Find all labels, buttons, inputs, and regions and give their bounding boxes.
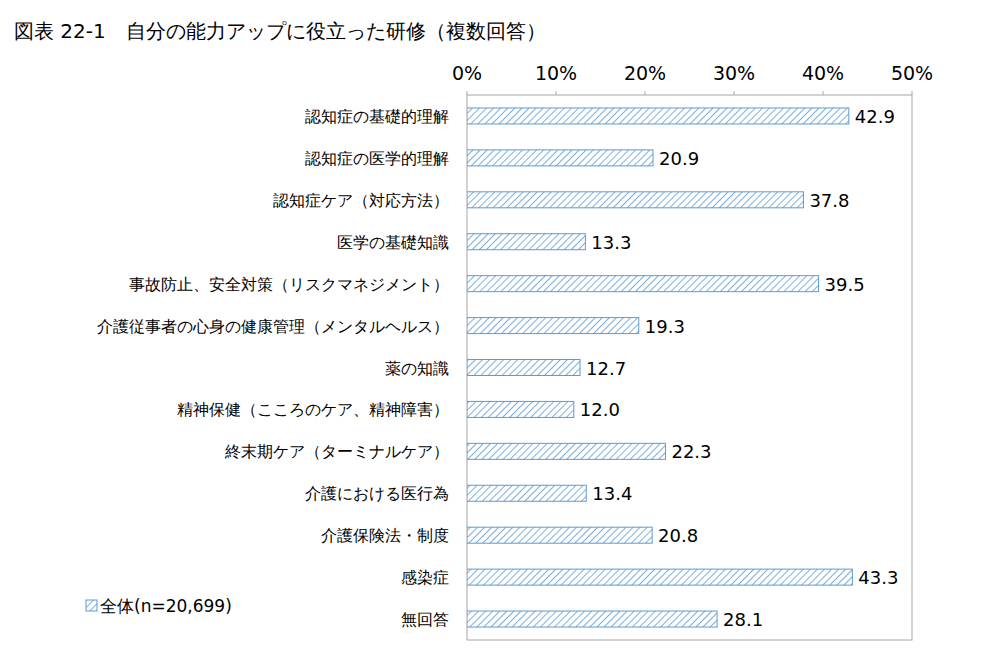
x-tick-label: 0%: [452, 62, 482, 84]
data-label: 28.1: [723, 609, 763, 630]
x-tick: [734, 91, 735, 95]
chart: 図表 22-1 自分の能力アップに役立った研修（複数回答） 0% 10% 20% 30%…: [0, 0, 1000, 664]
data-label: 13.3: [591, 232, 631, 253]
category-label: 介護従事者の心身の健康管理（メンタルヘルス）: [97, 317, 449, 336]
bars: [467, 108, 852, 627]
x-tick: [467, 91, 468, 95]
plot-frame: [467, 95, 912, 640]
category-label: 薬の知識: [385, 359, 449, 378]
data-label: 12.7: [586, 358, 626, 379]
bar: [467, 276, 819, 292]
x-tick-label: 20%: [624, 62, 666, 84]
data-label: 20.9: [659, 148, 699, 169]
x-tick-label: 40%: [802, 62, 844, 84]
x-tick-label: 30%: [713, 62, 755, 84]
category-label: 認知症ケア（対応方法）: [273, 191, 449, 210]
data-label: 20.8: [658, 525, 698, 546]
category-label: 介護保険法・制度: [321, 526, 449, 545]
data-label: 12.0: [580, 399, 620, 420]
category-label: 認知症の医学的理解: [305, 149, 449, 168]
bar: [467, 611, 717, 627]
category-label: 無回答: [401, 610, 449, 629]
category-label: 事故防止、安全対策（リスクマネジメント）: [129, 275, 449, 294]
data-label: 13.4: [592, 483, 632, 504]
bar: [467, 360, 580, 376]
data-label: 37.8: [809, 190, 849, 211]
bar: [467, 234, 585, 250]
category-label: 医学の基礎知識: [337, 233, 449, 252]
legend-label: 全体(n=20,699): [100, 596, 232, 616]
category-label: 認知症の基礎的理解: [305, 107, 449, 126]
category-label: 介護における医行為: [305, 484, 449, 503]
bar: [467, 318, 639, 334]
category-label: 精神保健（こころのケア、精神障害）: [177, 400, 449, 419]
data-label: 42.9: [855, 106, 895, 127]
bar: [467, 150, 653, 166]
category-label: 感染症: [401, 568, 449, 587]
x-tick: [823, 91, 824, 95]
data-label: 39.5: [825, 274, 865, 295]
x-tick: [645, 91, 646, 95]
legend: 全体(n=20,699): [86, 596, 232, 616]
category-label: 終末期ケア（ターミナルケア）: [224, 442, 449, 461]
bar: [467, 443, 665, 459]
bar: [467, 192, 803, 208]
legend-swatch: [86, 600, 97, 611]
bar: [467, 401, 574, 417]
data-label: 19.3: [645, 316, 685, 337]
x-tick: [556, 91, 557, 95]
bar: [467, 569, 852, 585]
x-tick-label: 50%: [891, 62, 933, 84]
title: 図表 22-1 自分の能力アップに役立った研修（複数回答）: [14, 19, 546, 43]
bar: [467, 527, 652, 543]
data-label: 22.3: [671, 441, 711, 462]
bar: [467, 485, 586, 501]
bar: [467, 108, 849, 124]
labels: 認知症の基礎的理解 42.9 認知症の医学的理解 20.9 認知症ケア（対応方法） 37.…: [97, 106, 898, 630]
data-label: 43.3: [858, 567, 898, 588]
x-tick-label: 10%: [535, 62, 577, 84]
x-tick: [912, 91, 913, 95]
